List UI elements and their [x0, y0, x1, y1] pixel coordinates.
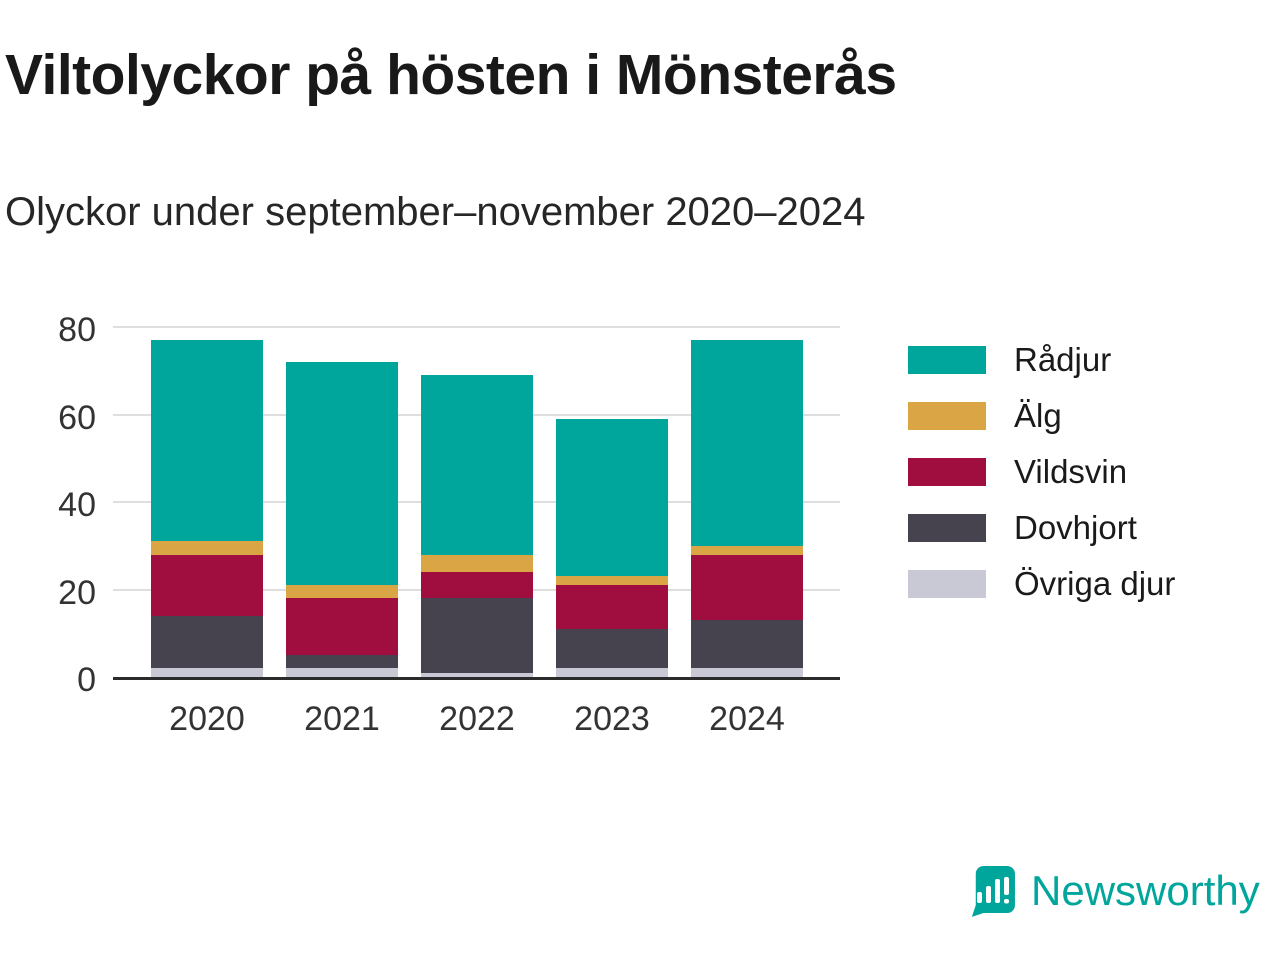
bar-segment-Rådjur	[691, 340, 803, 546]
bar-segment-Vildsvin	[421, 572, 533, 599]
bar-segment-Övriga djur	[286, 668, 398, 677]
newsworthy-logo: Newsworthy	[963, 864, 1260, 918]
legend-label: Övriga djur	[1014, 565, 1176, 602]
x-tick-label: 2021	[304, 700, 380, 738]
plot-area	[113, 326, 840, 680]
bar-segment-Vildsvin	[286, 598, 398, 656]
page-title: Viltolyckor på hösten i Mönsterås	[5, 43, 897, 107]
bar-segment-Rådjur	[421, 375, 533, 555]
x-tick-label: 2022	[439, 700, 515, 738]
y-tick-label: 80	[58, 311, 96, 349]
legend-label: Älg	[1014, 397, 1062, 434]
legend-swatch	[908, 402, 986, 430]
stacked-bar-2021	[286, 362, 398, 677]
page-subtitle: Olyckor under september–november 2020–20…	[5, 190, 866, 234]
bar-segment-Övriga djur	[556, 668, 668, 677]
bar-segment-Vildsvin	[556, 585, 668, 629]
x-tick-label: 2020	[169, 700, 245, 738]
bar-segment-Dovhjort	[286, 655, 398, 669]
y-axis-labels: 0 20 40 60 80	[0, 312, 96, 698]
bar-segment-Dovhjort	[151, 615, 263, 669]
y-tick-label: 20	[58, 573, 96, 612]
bar-segment-Rådjur	[151, 340, 263, 542]
stacked-bar-2024	[691, 340, 803, 677]
bar-segment-Älg	[286, 585, 398, 599]
y-tick-label: 40	[58, 486, 96, 524]
x-tick-label: 2024	[709, 700, 785, 738]
legend-item: Vildsvin	[908, 444, 1175, 500]
x-tick-label: 2023	[574, 700, 650, 738]
legend-item: Älg	[908, 388, 1175, 444]
legend-swatch	[908, 570, 986, 598]
legend-swatch	[908, 514, 986, 542]
stacked-bar-2020	[151, 340, 263, 677]
legend-label: Vildsvin	[1014, 453, 1128, 490]
legend-label: Dovhjort	[1014, 509, 1137, 546]
bar-segment-Älg	[151, 541, 263, 555]
stacked-bar-2022	[421, 375, 533, 677]
bar-segment-Rådjur	[556, 418, 668, 577]
legend-swatch	[908, 458, 986, 486]
legend: Rådjur Älg Vildsvin Dovhjort Övriga djur	[908, 332, 1175, 612]
bar-segment-Övriga djur	[151, 668, 263, 677]
gridline	[113, 326, 840, 328]
newsworthy-wordmark: Newsworthy	[1031, 867, 1260, 914]
bar-segment-Dovhjort	[691, 620, 803, 669]
bar-segment-Älg	[421, 554, 533, 572]
x-axis-labels: 2020 2021 2022 2023 2024	[113, 700, 840, 744]
legend-item: Dovhjort	[908, 500, 1175, 556]
bar-segment-Vildsvin	[151, 554, 263, 616]
legend-swatch	[908, 346, 986, 374]
legend-item: Rådjur	[908, 332, 1175, 388]
bar-segment-Rådjur	[286, 362, 398, 586]
legend-label: Rådjur	[1014, 341, 1112, 378]
bar-segment-Dovhjort	[556, 628, 668, 669]
bar-segment-Dovhjort	[421, 598, 533, 673]
legend-item: Övriga djur	[908, 556, 1175, 612]
bar-segment-Älg	[691, 545, 803, 555]
stacked-bar-2023	[556, 418, 668, 677]
bar-segment-Övriga djur	[421, 672, 533, 677]
y-tick-label: 0	[77, 661, 96, 699]
bar-segment-Övriga djur	[691, 668, 803, 677]
bar-segment-Vildsvin	[691, 554, 803, 621]
bar-segment-Älg	[556, 576, 668, 586]
newsworthy-chart-bubble-icon	[971, 865, 1015, 917]
y-tick-label: 60	[58, 398, 96, 437]
